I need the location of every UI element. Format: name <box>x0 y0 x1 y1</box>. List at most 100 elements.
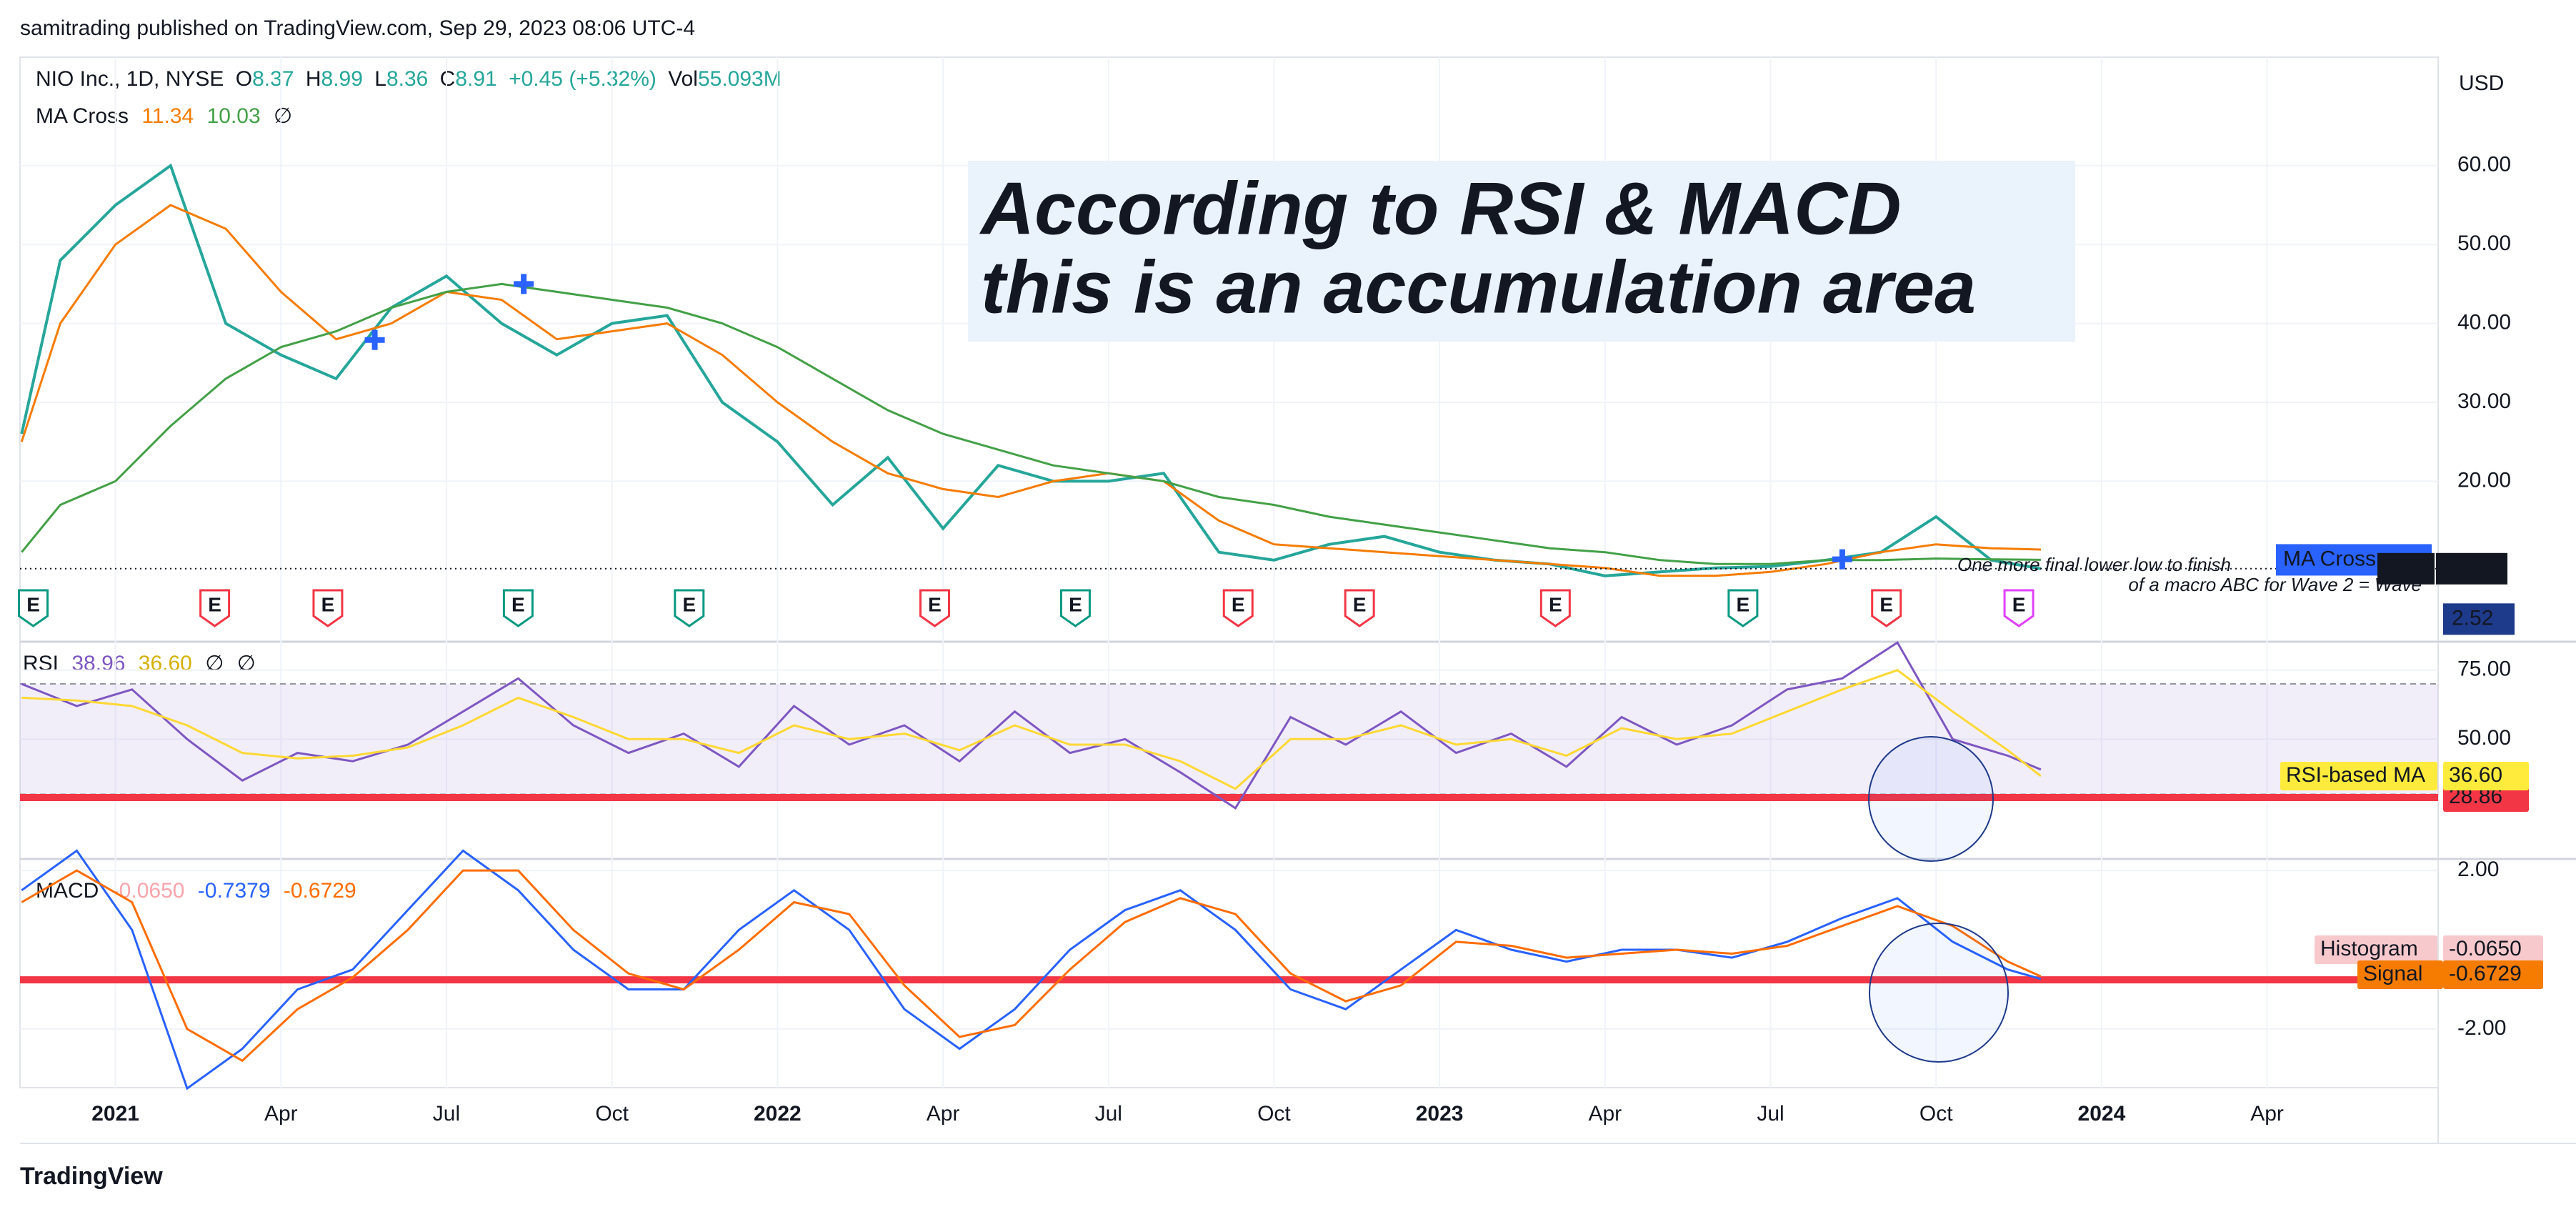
icon: ∅ <box>237 652 256 675</box>
earnings-marker <box>502 589 534 627</box>
earnings-label: E <box>511 593 525 615</box>
y-tick-label: 60.00 <box>2457 153 2511 177</box>
earnings-marker <box>312 589 344 627</box>
header: samitrading published on TradingView.com… <box>20 16 695 40</box>
earnings-label: E <box>682 593 696 615</box>
y-tick-label: 50.00 <box>2457 232 2511 255</box>
earnings-marker <box>919 589 950 627</box>
value: 10.03 <box>207 104 261 128</box>
series-line <box>20 204 2041 577</box>
x-tick-label: Oct <box>1257 1102 1291 1126</box>
earnings-label: E <box>928 593 942 615</box>
value: 8.99 <box>321 67 363 91</box>
y-tick-label: 2.00 <box>2457 858 2499 881</box>
last-price: 8.91 <box>2446 556 2487 580</box>
x-tick-label: 2023 <box>1416 1102 1464 1126</box>
rsi-band <box>20 684 2438 795</box>
x-tick-label: Apr <box>1588 1102 1622 1126</box>
x-tick-label: Jul <box>433 1102 460 1126</box>
earnings-marker <box>674 589 705 627</box>
label: MA Cross <box>36 104 129 128</box>
ma-cross-marker <box>1832 549 1852 570</box>
earnings-marker <box>1871 589 1902 627</box>
pane-tag-value: -0.0650 <box>2449 937 2522 960</box>
pane-tag-value: -0.6729 <box>2449 962 2522 985</box>
earnings-label: E <box>26 593 40 615</box>
value: -0.7379 <box>198 879 271 903</box>
note-text: of a macro ABC for Wave 2 = Wave <box>2128 574 2422 595</box>
label: O <box>236 67 252 91</box>
series-line <box>21 849 2042 1091</box>
x-tick-label: Jul <box>1757 1102 1784 1126</box>
y-tick-label: 30.00 <box>2457 389 2511 413</box>
pane-tag-box <box>2315 935 2437 964</box>
earnings-marker <box>1727 589 1759 627</box>
symbol-tag: NIO <box>2386 556 2424 580</box>
ma-cross-marker <box>514 274 534 294</box>
earnings-label: E <box>1879 593 1893 615</box>
annotation-text: According to RSI & MACD <box>979 167 1901 250</box>
ma-tag-box <box>2280 762 2437 790</box>
last-price-box <box>2436 552 2507 585</box>
x-tick-label: Apr <box>927 1102 960 1126</box>
price-tag: 2.52 <box>2452 606 2493 630</box>
value: 36.60 <box>139 652 192 675</box>
change: +0.45 (+5.32%) <box>509 67 657 91</box>
earnings-marker <box>2003 589 2035 627</box>
value: 8.36 <box>386 67 428 91</box>
earnings-marker <box>1344 589 1375 627</box>
earnings-label: E <box>321 593 335 615</box>
earnings-label: E <box>1737 593 1750 615</box>
earnings-label: E <box>1069 593 1082 615</box>
highlight-circle <box>1868 736 1994 862</box>
pane-tag-value-box <box>2443 935 2543 964</box>
ma-tag-value-box <box>2443 762 2529 790</box>
ma-tag: RSI-based MA <box>2286 763 2425 787</box>
ma-tag-value: 36.60 <box>2449 763 2502 787</box>
earnings-marker <box>1539 589 1571 627</box>
icon: ∅ <box>274 104 292 128</box>
symbol-box <box>2377 552 2435 585</box>
series-line <box>21 640 2042 810</box>
y-tick-label: 75.00 <box>2457 657 2511 681</box>
value: 8.91 <box>455 67 496 91</box>
value: 55.093M <box>698 67 782 91</box>
value: 11.34 <box>141 104 194 128</box>
label: MACD <box>36 879 99 903</box>
x-tick-label: Apr <box>264 1102 298 1126</box>
label: L <box>374 67 386 91</box>
ma-cross-marker <box>364 329 385 350</box>
price-legend: NIO Inc., 1D, NYSE O8.37 H8.99 L8.36 C8.… <box>36 67 782 91</box>
earnings-marker <box>1059 589 1091 627</box>
highlight-circle <box>1869 923 2009 1063</box>
value: -0.0650 <box>112 879 185 903</box>
y-tick-label: 50.00 <box>2457 726 2511 750</box>
earnings-label: E <box>208 593 221 615</box>
series-line <box>21 282 2041 565</box>
x-tick-label: Oct <box>595 1102 629 1126</box>
x-tick-label: 2024 <box>2078 1102 2126 1126</box>
macd-legend: MACD -0.0650 -0.7379 -0.6729 <box>36 879 356 903</box>
footer: TradingView <box>20 1163 163 1190</box>
symbol: NIO Inc., 1D, NYSE <box>36 67 224 91</box>
pane-tag-box <box>2357 960 2443 989</box>
series-line <box>21 669 2042 790</box>
y-tick-label: -2.00 <box>2457 1016 2506 1040</box>
price-tag: MA Cross <box>2283 547 2376 570</box>
earnings-label: E <box>1549 593 1562 615</box>
annotation-text: this is an accumulation area <box>981 246 1976 329</box>
pane-tag-value-box <box>2443 960 2543 989</box>
icon: ∅ <box>205 652 224 675</box>
note-text: One more final lower low to finish <box>1957 554 2231 575</box>
pane-tag: Signal <box>2363 962 2422 985</box>
series-line <box>21 869 2042 1063</box>
y-tick-label: 20.00 <box>2457 468 2511 492</box>
currency: USD <box>2459 71 2504 95</box>
annotation-box <box>968 161 2075 342</box>
earnings-marker <box>199 589 231 627</box>
label: H <box>306 67 321 91</box>
label: RSI <box>23 652 59 675</box>
value: -0.6729 <box>284 879 356 903</box>
